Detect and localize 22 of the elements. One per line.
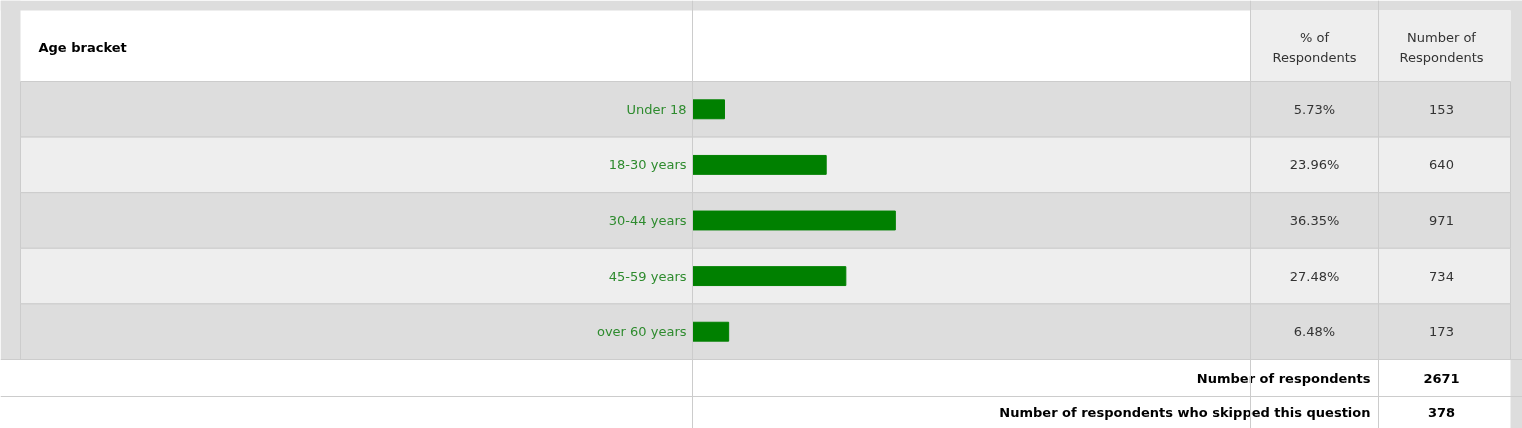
text: Number of respondents <box>1196 371 1371 386</box>
text: 971 <box>1429 213 1454 228</box>
text: 153 <box>1429 101 1454 117</box>
text: 640 <box>1429 157 1454 173</box>
y-tick-label: 45-59 years <box>608 268 687 284</box>
text: 734 <box>1429 268 1454 284</box>
y-tick-label: Under 18 <box>626 101 687 117</box>
text: 173 <box>1429 324 1454 340</box>
data-label: 23.96% <box>1289 157 1340 173</box>
y-tick-label: 18-30 years <box>608 157 687 173</box>
data-label: 27.48% <box>1289 268 1340 284</box>
data-label: 6.48% <box>1293 324 1336 340</box>
text: 378 <box>1427 405 1456 420</box>
text: 2671 <box>1423 371 1460 386</box>
data-label: 5.73% <box>1293 101 1336 117</box>
y-tick-label: 30-44 years <box>608 213 687 228</box>
text: Age bracket <box>38 40 127 55</box>
data-label: 36.35% <box>1289 213 1340 228</box>
y-tick-label: over 60 years <box>596 324 687 340</box>
text: Number of respondents who skipped this question <box>999 405 1371 420</box>
text: Number of Respondents <box>1399 30 1484 65</box>
text: % of Respondents <box>1272 30 1357 65</box>
